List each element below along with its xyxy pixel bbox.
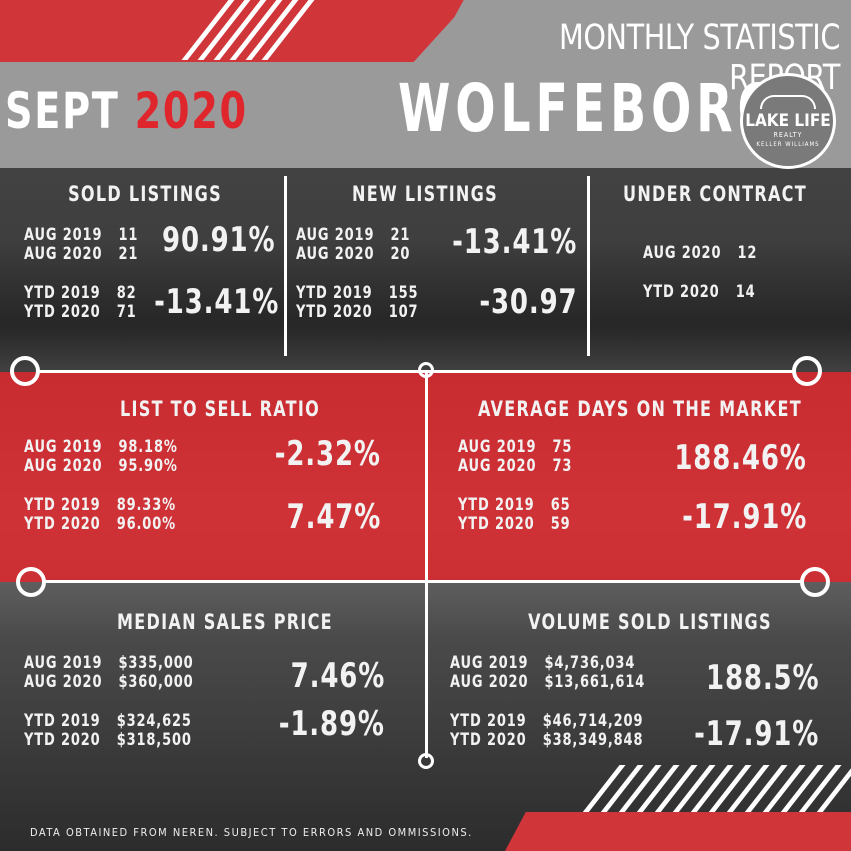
divider-top-2 — [587, 176, 590, 356]
under-contract-title: UNDER CONTRACT — [623, 182, 807, 206]
circle-right-1 — [792, 356, 822, 386]
footer-stripes — [580, 765, 851, 815]
avg-ytd-rows: YTD 2019 65 YTD 2020 59 — [458, 495, 571, 534]
header-grey-wedge — [430, 0, 851, 62]
avg-aug-rows: AUG 2019 75 AUG 2020 73 — [458, 437, 573, 476]
median-price-title: MEDIAN SALES PRICE — [117, 610, 333, 634]
new-ytd-change: -30.97 — [478, 282, 577, 322]
house-roof-icon — [760, 94, 816, 109]
avg-days-title: AVERAGE DAYS ON THE MARKET — [478, 397, 802, 421]
new-aug-change: -13.41% — [451, 222, 577, 262]
divider-horizontal-2 — [44, 580, 804, 583]
lake-life-logo: LAKE LIFE REALTY KELLER WILLIAMS — [740, 73, 836, 169]
dot-top — [418, 362, 434, 378]
avg-aug-change: 188.46% — [674, 438, 807, 478]
volume-aug-rows: AUG 2019 $4,736,034 AUG 2020 $13,661,614 — [450, 653, 646, 692]
logo-name: LAKE LIFE — [745, 110, 831, 131]
logo-tag: KELLER WILLIAMS — [756, 140, 820, 148]
lts-ytd-rows: YTD 2019 89.33% YTD 2020 96.00% — [24, 495, 176, 534]
lts-aug-change: -2.32% — [274, 434, 381, 474]
median-aug-change: 7.46% — [290, 656, 385, 696]
divider-horizontal-1 — [38, 370, 796, 373]
town-title: WOLFEBORO — [398, 70, 783, 147]
circle-right-2 — [800, 567, 830, 597]
month-label: SEPT — [5, 82, 120, 140]
new-ytd-rows: YTD 2019 155 YTD 2020 107 — [296, 283, 419, 322]
footer-red-banner — [505, 812, 851, 851]
volume-ytd-rows: YTD 2019 $46,714,209 YTD 2020 $38,349,84… — [450, 711, 644, 750]
list-to-sell-title: LIST TO SELL RATIO — [119, 397, 321, 421]
circle-left-1 — [10, 356, 40, 386]
volume-ytd-change: -17.91% — [693, 714, 819, 754]
sold-aug-rows: AUG 2019 11 AUG 2020 21 — [24, 225, 139, 264]
avg-ytd-change: -17.91% — [681, 497, 807, 537]
divider-center — [425, 372, 428, 758]
sold-ytd-rows: YTD 2019 82 YTD 2020 71 — [24, 283, 137, 322]
report-month: SEPT 2020 — [5, 82, 248, 140]
logo-sub: REALTY — [773, 130, 803, 139]
sold-listings-title: SOLD LISTINGS — [68, 182, 222, 206]
lts-aug-rows: AUG 2019 98.18% AUG 2020 95.90% — [24, 437, 178, 476]
under-contract-aug: AUG 2020 12 — [643, 243, 758, 263]
volume-sold-title: VOLUME SOLD LISTINGS — [528, 610, 772, 634]
new-listings-title: NEW LISTINGS — [352, 182, 498, 206]
circle-left-2 — [16, 567, 46, 597]
volume-aug-change: 188.5% — [705, 658, 819, 698]
dot-bottom — [418, 753, 434, 769]
sold-ytd-change: -13.41% — [153, 282, 279, 322]
under-contract-ytd: YTD 2020 14 — [643, 282, 756, 302]
background-mountains — [0, 240, 851, 380]
sold-aug-change: 90.91% — [161, 220, 275, 260]
divider-top-1 — [284, 176, 287, 356]
lts-ytd-change: 7.47% — [286, 497, 381, 537]
header-stripes — [175, 0, 315, 62]
footer-disclaimer: DATA OBTAINED FROM NEREN. SUBJECT TO ERR… — [30, 826, 473, 839]
median-ytd-change: -1.89% — [278, 704, 385, 744]
new-aug-rows: AUG 2019 21 AUG 2020 20 — [296, 225, 411, 264]
median-aug-rows: AUG 2019 $335,000 AUG 2020 $360,000 — [24, 653, 194, 692]
year-label: 2020 — [134, 82, 248, 140]
median-ytd-rows: YTD 2019 $324,625 YTD 2020 $318,500 — [24, 711, 192, 750]
